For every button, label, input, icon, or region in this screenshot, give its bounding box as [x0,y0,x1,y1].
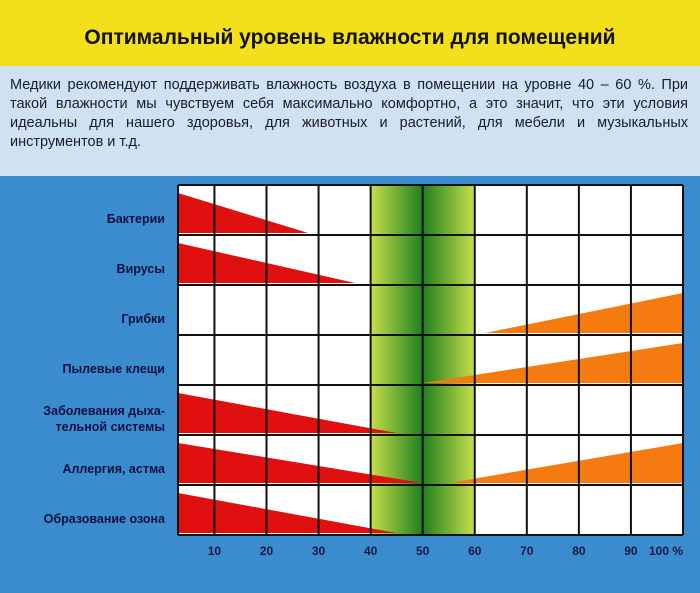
description: Медики рекомендуют поддерживать влажност… [10,77,688,150]
x-tick-label: 10 [208,544,222,558]
row-label: Вирусы [116,262,165,276]
row-label: Грибки [121,312,165,326]
x-tick-label: 40 [364,544,378,558]
x-tick-label: 20 [260,544,274,558]
x-tick-label: 50 [416,544,430,558]
description-panel: Медики рекомендуют поддерживать влажност… [0,66,700,176]
increasing-wedge [485,293,683,333]
chart-title: Оптимальный уровень влажности для помеще… [84,26,616,49]
x-tick-label: 80 [572,544,586,558]
x-tick-label: 90 [624,544,638,558]
title-bar: Оптимальный уровень влажности для помеще… [0,0,700,66]
row-label: Аллергия, астма [62,462,165,476]
increasing-wedge [448,443,683,483]
increasing-wedge [422,343,683,383]
decreasing-wedge [178,393,397,433]
x-tick-label: 60 [468,544,482,558]
row-label: Бактерии [106,212,165,226]
decreasing-wedge [178,443,423,483]
decreasing-wedge [178,493,397,533]
x-tick-label: 30 [312,544,326,558]
row-label: Пылевые клещи [62,362,165,376]
decreasing-wedge [178,193,309,233]
row-label: Заболевания дыха- тельной системы [43,404,165,434]
x-tick-label: 70 [520,544,534,558]
row-label: Образование озона [43,512,165,526]
x-tick-label: 100 % [649,544,683,558]
